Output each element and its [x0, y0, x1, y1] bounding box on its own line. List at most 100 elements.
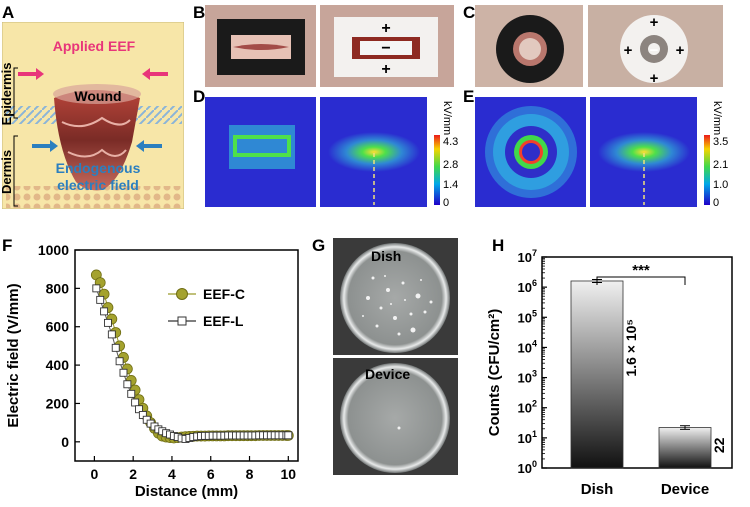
panel-d-sim-left: [205, 97, 316, 207]
chart-f-ytick-label: 0: [61, 434, 69, 450]
chart-f-ylabel: Electric field (V/mm): [5, 283, 22, 427]
chart-h-value-label-device: 22: [711, 437, 727, 453]
chart-f-xtick-label: 2: [129, 466, 137, 482]
chart-h-ytick-label: 103: [518, 369, 537, 386]
panel-b-plus-top: +: [381, 20, 390, 37]
panel-d-colorbar: 4.3 2.8 1.4 0 kV/mm: [434, 101, 458, 209]
chart-h-category-label: Device: [661, 481, 709, 498]
dish-colonies: [362, 275, 433, 336]
panel-a-side-labels: Epidermis Dermis: [0, 63, 18, 207]
chart-f-ytick-label: 800: [46, 280, 70, 296]
chart-h-frame: [541, 256, 733, 469]
panel-letter-d: D: [193, 87, 206, 106]
panel-letter-h: H: [492, 236, 505, 255]
chart-f-point-eefl: [104, 318, 112, 327]
chart-h-ytick-label: 106: [518, 278, 537, 295]
chart-h-ytick-label: 107: [518, 248, 537, 265]
chart-h-ylabel: Counts (CFU/cm²): [486, 309, 503, 437]
dish-photo-label: Dish: [371, 248, 401, 264]
chart-h-ytick-label: 100: [518, 459, 537, 476]
chart-f-frame: [74, 249, 299, 462]
panel-e-sim-right: [590, 97, 697, 207]
panel-letter-f: F: [2, 236, 13, 255]
chart-f-point-eefl: [119, 368, 128, 377]
chart-h-significance-label: ***: [632, 262, 650, 279]
chart-f-point-eefl: [107, 330, 116, 339]
chart-h-significance-bracket: [596, 276, 686, 285]
d-tick-2: 1.4: [443, 179, 458, 191]
chart-f-point-eefl: [111, 343, 120, 352]
endogenous-label-line2: electric field: [57, 177, 139, 193]
e-tick-0: 3.5: [713, 136, 728, 148]
chart-f-point-eefl: [284, 431, 293, 440]
panel-e-colorbar: 3.5 2.1 1.0 0 kV/mm: [704, 101, 728, 209]
chart-f-legend-eefl: EEF-L: [203, 313, 244, 329]
chart-h-category-label: Dish: [581, 481, 614, 498]
device-photo-label: Device: [365, 366, 410, 382]
e-tick-3: 0: [713, 197, 719, 209]
chart-h-ytick-label: 105: [518, 308, 537, 325]
panel-a-wound-schematic: Applied EEF Wound Endogenous electric fi…: [2, 22, 184, 209]
chart-h-value-label-dish: 1.6 × 10⁵: [623, 319, 639, 377]
applied-eef-label: Applied EEF: [53, 38, 136, 54]
panel-b-photo-left: [205, 5, 316, 87]
chart-f-point-eefl: [100, 307, 109, 316]
chart-f-legend-eefc: EEF-C: [203, 286, 245, 302]
chart-f-xtick-label: 10: [281, 466, 297, 482]
chart-f-ytick-label: 400: [46, 357, 70, 373]
d-unit: kV/mm: [441, 101, 453, 135]
chart-h-ytick-label: 104: [518, 338, 537, 355]
panel-letter-e: E: [463, 87, 475, 106]
e-unit: kV/mm: [711, 101, 723, 135]
panel-letter-c: C: [463, 3, 476, 22]
chart-f-xlabel: Distance (mm): [135, 483, 238, 500]
d-tick-3: 0: [443, 197, 449, 209]
panel-b-minus: −: [381, 40, 390, 57]
panel-c-plus-top: +: [650, 14, 659, 31]
panel-e-sim-left: [475, 97, 586, 207]
panel-b-photo-right: + − +: [320, 5, 454, 87]
e-tick-1: 2.1: [713, 159, 728, 171]
dermis-label: Dermis: [0, 150, 14, 194]
chart-f-ytick-label: 600: [46, 319, 70, 335]
panel-c-minus: −: [650, 42, 659, 59]
panel-letter-b: B: [193, 3, 206, 22]
panel-c-plus-left: +: [624, 42, 633, 59]
epidermis-label: Epidermis: [0, 63, 14, 126]
chart-f-point-eefl: [131, 398, 140, 407]
chart-f-xtick-label: 4: [168, 466, 176, 482]
chart-f-point-eefl: [96, 295, 105, 304]
chart-f-xtick-label: 0: [90, 466, 98, 482]
chart-f-ytick-label: 200: [46, 395, 70, 411]
chart-h-ytick-label: 102: [518, 399, 537, 416]
panel-c-photo-left: [475, 5, 583, 87]
endogenous-label-line1: Endogenous: [56, 160, 141, 176]
chart-h-bar-dish: [570, 280, 624, 469]
chart-f-xtick-label: 6: [207, 466, 215, 482]
chart-f-point-eefl: [92, 284, 101, 293]
chart-f-ytick-label: 1000: [38, 242, 69, 258]
chart-f-legend-marker-eefc: [176, 288, 188, 300]
chart-h-bar-device: [658, 427, 712, 469]
panel-b-plus-bottom: +: [381, 61, 390, 78]
d-tick-1: 2.8: [443, 159, 458, 171]
panel-d-sim-right: [320, 97, 427, 207]
chart-f: 0 200 400 600 800 1000 0 2 4 6 8 10 Distance (mm) Ele…: [5, 242, 299, 500]
device-colony: [397, 426, 401, 430]
e-tick-2: 1.0: [713, 179, 728, 191]
panel-letter-g: G: [312, 236, 326, 255]
chart-h: 100 101 102 103 104 105 106 107 Counts (CFU/cm²)…: [486, 248, 733, 498]
panel-g-photos: Dish Device: [333, 238, 458, 475]
chart-f-point-eefl: [127, 389, 136, 398]
panel-c-photo-right: + − + + +: [588, 5, 723, 87]
panel-letter-a: A: [2, 3, 15, 22]
panel-c-plus-right: +: [676, 42, 685, 59]
chart-f-legend-marker-eefl: [177, 316, 187, 326]
chart-f-xtick-label: 8: [246, 466, 254, 482]
wound-label: Wound: [74, 88, 121, 104]
chart-f-point-eefl: [115, 357, 124, 366]
chart-h-ytick-label: 101: [518, 429, 537, 446]
d-tick-0: 4.3: [443, 136, 458, 148]
chart-f-point-eefl: [123, 380, 132, 389]
panel-c-plus-bottom: +: [650, 70, 659, 87]
